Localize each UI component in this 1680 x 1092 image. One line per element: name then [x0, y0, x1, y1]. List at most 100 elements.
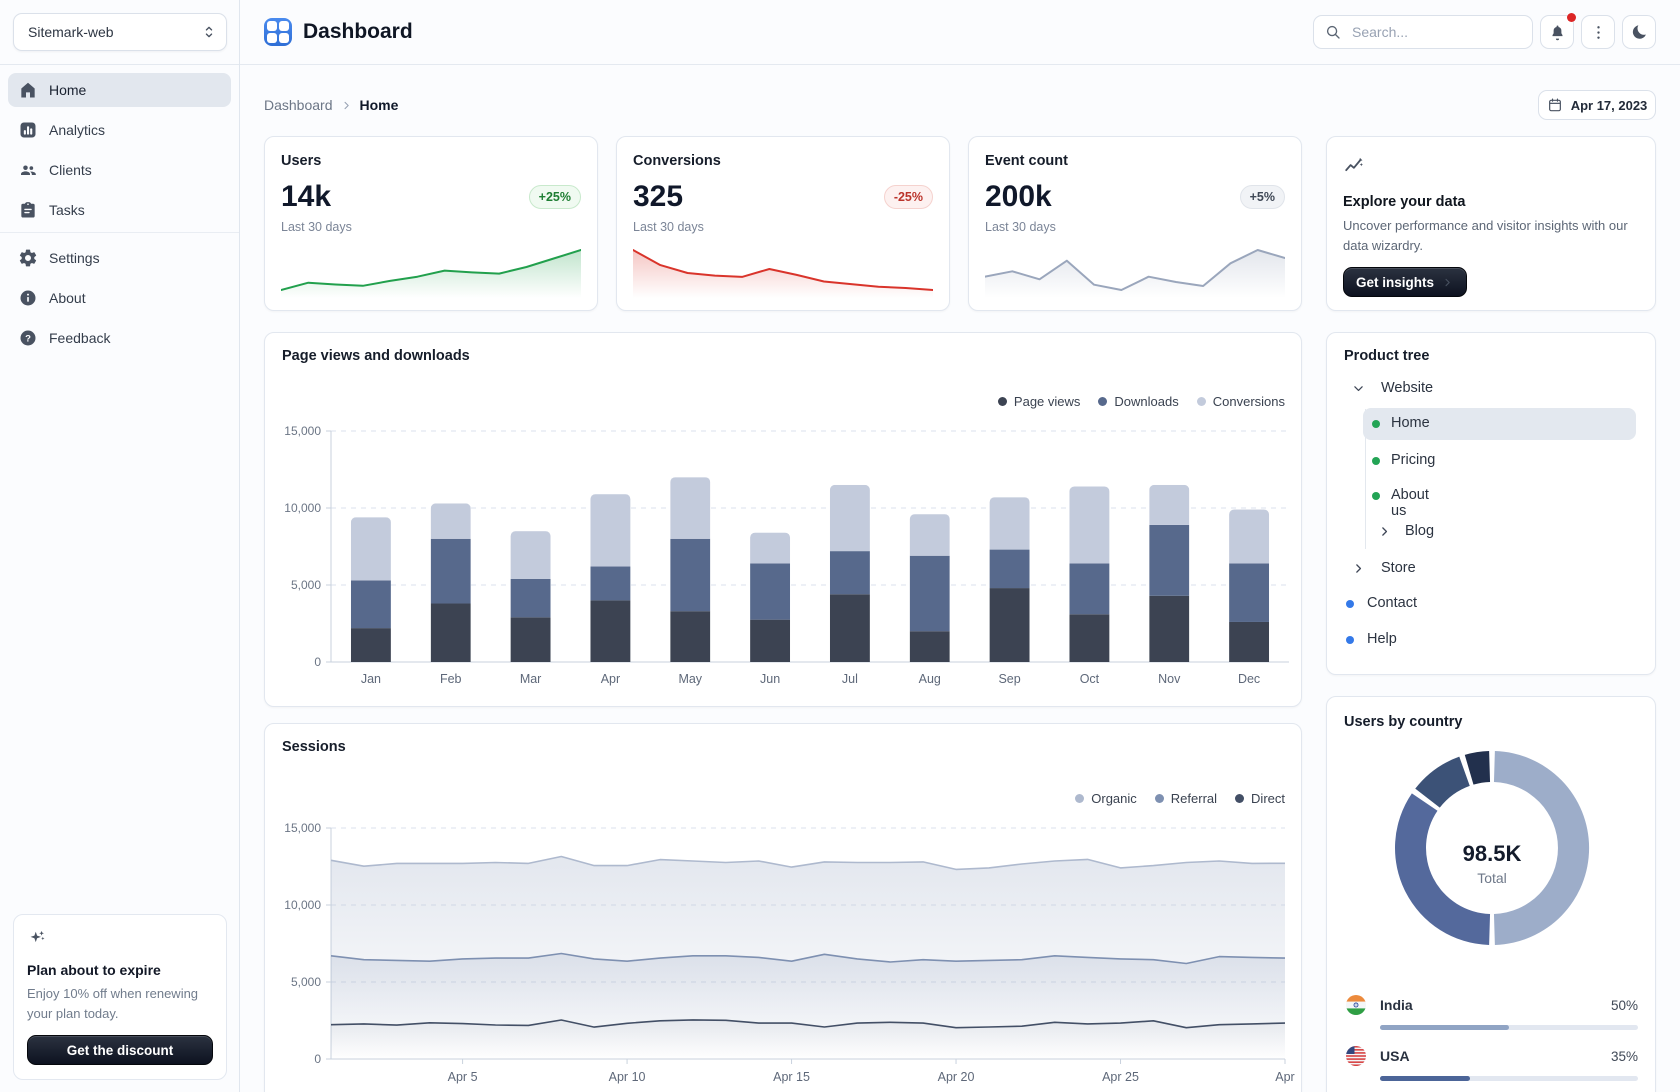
- svg-text:0: 0: [314, 1052, 321, 1066]
- svg-text:Jul: Jul: [842, 672, 858, 686]
- stat-card-conversions: Conversions 325-25% Last 30 days: [616, 136, 950, 311]
- india-flag-icon: [1344, 993, 1368, 1017]
- sidebar-item-label: Analytics: [49, 122, 105, 138]
- donut-segment-other-2: [1415, 757, 1470, 808]
- svg-text:May: May: [678, 672, 702, 686]
- sidebar-item-label: Home: [49, 82, 86, 98]
- sidebar-item-settings[interactable]: Settings: [8, 241, 231, 275]
- notification-badge: [1567, 13, 1576, 22]
- dot-green-icon: [1372, 420, 1380, 428]
- sidebar-item-label: Settings: [49, 250, 100, 266]
- trend-badge: -25%: [884, 185, 933, 209]
- explore-title: Explore your data: [1343, 194, 1639, 210]
- date-picker-button[interactable]: Apr 17, 2023: [1538, 90, 1656, 120]
- sidebar-nav-primary: Home Analytics Clients Tasks: [0, 73, 239, 233]
- settings-icon: [18, 248, 38, 268]
- dot-blue-icon: [1346, 600, 1354, 608]
- notifications-button[interactable]: [1540, 15, 1574, 49]
- stat-card-title: Conversions: [633, 153, 721, 169]
- dark-mode-toggle[interactable]: [1622, 15, 1656, 49]
- svg-text:10,000: 10,000: [284, 898, 321, 912]
- country-progress-track: [1380, 1076, 1638, 1081]
- sessions-chart-card: Sessions OrganicReferralDirect 05,00010,…: [264, 723, 1302, 1092]
- usa-flag-icon: [1344, 1044, 1368, 1068]
- breadcrumb-chevron-icon: [340, 99, 353, 112]
- breadcrumb: Dashboard Home: [264, 97, 398, 113]
- svg-text:Jun: Jun: [760, 672, 780, 686]
- sidebar-item-analytics[interactable]: Analytics: [8, 113, 231, 147]
- sidebar: Sitemark-web Home Analytics Clients Tasks S…: [0, 0, 240, 1092]
- analytics-icon: [18, 120, 38, 140]
- svg-text:Nov: Nov: [1158, 672, 1181, 686]
- dashboard-page: Sitemark-web Home Analytics Clients Tasks S…: [0, 0, 1680, 1092]
- sidebar-item-label: Tasks: [49, 202, 85, 218]
- product-tree-title: Product tree: [1344, 348, 1429, 364]
- calendar-icon: [1547, 97, 1563, 113]
- sidebar-item-tasks[interactable]: Tasks: [8, 193, 231, 227]
- svg-text:0: 0: [314, 655, 321, 669]
- svg-text:15,000: 15,000: [284, 424, 321, 438]
- svg-text:Dec: Dec: [1238, 672, 1260, 686]
- country-progress-fill: [1380, 1076, 1470, 1081]
- svg-text:Sep: Sep: [998, 672, 1020, 686]
- stat-card-caption: Last 30 days: [633, 220, 933, 234]
- explore-data-card: Explore your data Uncover performance an…: [1326, 136, 1656, 311]
- tree-item-label: Help: [1367, 631, 1397, 647]
- unfold-more-icon: [200, 23, 218, 41]
- tree-item-label: Contact: [1367, 595, 1417, 611]
- country-progress-track: [1380, 1025, 1638, 1030]
- page-views-chart-card: Page views and downloads Page viewsDownl…: [264, 332, 1302, 707]
- country-row-india: India 50%: [1344, 993, 1638, 1030]
- tree-item-label: Home: [1391, 415, 1430, 431]
- stat-card-value: 325: [633, 182, 884, 212]
- search-box[interactable]: [1313, 15, 1533, 49]
- search-input[interactable]: [1350, 23, 1522, 41]
- svg-text:10,000: 10,000: [284, 501, 321, 515]
- bell-icon: [1548, 23, 1567, 42]
- plan-card-title: Plan about to expire: [27, 962, 213, 978]
- help-icon: ?: [18, 328, 38, 348]
- country-percent: 50%: [1611, 998, 1638, 1013]
- explore-body: Uncover performance and visitor insights…: [1343, 216, 1639, 256]
- tasks-icon: [18, 200, 38, 220]
- country-name: India: [1380, 997, 1599, 1013]
- sidebar-item-about[interactable]: About: [8, 281, 231, 315]
- sessions-chart: 05,00010,00015,000Apr 5Apr 10Apr 15Apr 2…: [265, 724, 1301, 1092]
- insights-icon: [1343, 155, 1365, 177]
- workspace-select[interactable]: Sitemark-web: [13, 13, 227, 51]
- sparkline-chart: [281, 244, 581, 298]
- stat-card-value: 14k: [281, 182, 529, 212]
- moon-icon: [1630, 23, 1648, 41]
- breadcrumb-dashboard[interactable]: Dashboard: [264, 97, 333, 113]
- chevron-right-icon: [1441, 276, 1454, 289]
- dot-green-icon: [1372, 457, 1380, 465]
- stat-card-users: Users14k+25%Last 30 days: [264, 136, 598, 311]
- workspace-name: Sitemark-web: [28, 24, 114, 40]
- sidebar-divider: [0, 64, 239, 65]
- country-percent: 35%: [1611, 1049, 1638, 1064]
- kebab-menu-icon: [1589, 23, 1608, 42]
- more-options-button[interactable]: [1581, 15, 1615, 49]
- country-row-usa: USA35%: [1344, 1044, 1638, 1081]
- trend-badge: +5%: [1240, 185, 1285, 209]
- sparkle-icon: [27, 928, 47, 948]
- svg-text:Feb: Feb: [440, 672, 462, 686]
- get-discount-button[interactable]: Get the discount: [27, 1035, 213, 1065]
- tree-item-label: Store: [1381, 560, 1416, 576]
- get-insights-button[interactable]: Get insights: [1343, 267, 1467, 297]
- svg-text:?: ?: [25, 333, 31, 344]
- stat-card-title: Event count: [985, 153, 1068, 169]
- donut-segment-other-3: [1465, 751, 1490, 785]
- sidebar-item-clients[interactable]: Clients: [8, 153, 231, 187]
- app-logo-icon: [264, 18, 292, 46]
- clients-icon: [18, 160, 38, 180]
- bar-chart: 05,00010,00015,000JanFebMarAprMayJunJulA…: [265, 333, 1301, 706]
- donut-total-label: Total: [1412, 870, 1572, 886]
- tree-item-label: About us: [1391, 487, 1429, 519]
- stat-card-title: Users: [281, 153, 321, 169]
- dot-green-icon: [1372, 492, 1380, 500]
- stat-card-event-count: Event count200k+5%Last 30 days: [968, 136, 1302, 311]
- sidebar-item-feedback[interactable]: ?Feedback: [8, 321, 231, 355]
- stat-card-value: 200k: [985, 182, 1240, 212]
- sidebar-item-home[interactable]: Home: [8, 73, 231, 107]
